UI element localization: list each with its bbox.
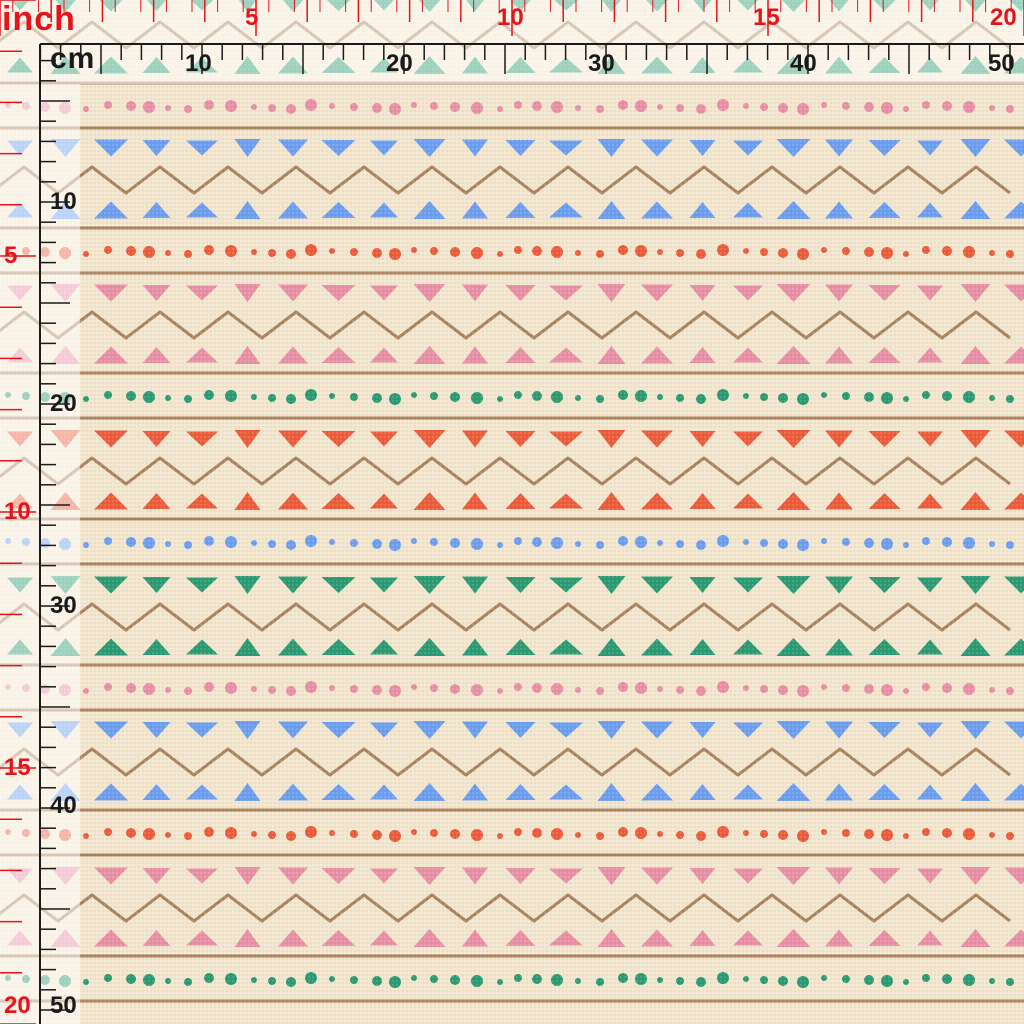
inch-top-label-10: 10 [497,4,524,31]
cm-left-label-40: 40 [50,792,77,819]
cm-top-label-50: 50 [988,50,1015,77]
cm-left-label-20: 20 [50,390,77,417]
cm-top-label-40: 40 [790,50,817,77]
inch-top-label-5: 5 [245,4,259,31]
inch-top-label-20: 20 [990,4,1017,31]
cm-top-label-20: 20 [386,50,413,77]
inch-unit-label: inch [2,0,76,38]
cm-top-label-10: 10 [185,50,212,77]
inch-left-label-10: 10 [4,498,31,525]
inch-left-label-5: 5 [4,242,18,269]
ruler-fade-left [0,84,80,1024]
inch-top-label-15: 15 [753,4,780,31]
cm-left-label-50: 50 [50,992,77,1019]
cm-unit-label: cm [50,42,96,75]
inch-left-label-20: 20 [4,992,31,1019]
cm-left-label-30: 30 [50,592,77,619]
inch-left-label-15: 15 [4,754,31,781]
cm-top-label-30: 30 [588,50,615,77]
cm-left-label-10: 10 [50,188,77,215]
